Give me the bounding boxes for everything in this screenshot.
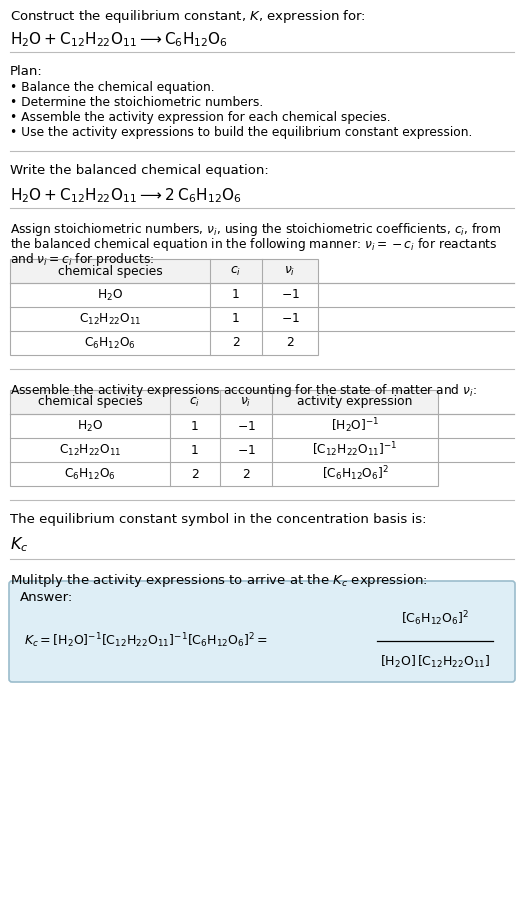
FancyBboxPatch shape [9,581,515,682]
Text: $\mathrm{H_2O + C_{12}H_{22}O_{11} \longrightarrow 2\;C_6H_{12}O_6}$: $\mathrm{H_2O + C_{12}H_{22}O_{11} \long… [10,186,242,205]
Text: • Assemble the activity expression for each chemical species.: • Assemble the activity expression for e… [10,111,390,124]
Text: Mulitply the activity expressions to arrive at the $K_c$ expression:: Mulitply the activity expressions to arr… [10,572,428,589]
Text: 2: 2 [286,336,294,350]
Text: $\mathrm{H_2O}$: $\mathrm{H_2O}$ [97,287,123,303]
Text: $[\mathrm{H_2O}]\,[\mathrm{C_{12}H_{22}O_{11}}]$: $[\mathrm{H_2O}]\,[\mathrm{C_{12}H_{22}O… [380,654,490,670]
Text: Answer:: Answer: [20,591,73,604]
Text: 2: 2 [232,336,240,350]
Bar [10,259,318,283]
Bar [10,390,438,414]
Text: the balanced chemical equation in the following manner: $\nu_i = -c_i$ for react: the balanced chemical equation in the fo… [10,236,498,253]
Text: Write the balanced chemical equation:: Write the balanced chemical equation: [10,164,269,177]
Bar [10,390,438,486]
Text: Assemble the activity expressions accounting for the state of matter and $\nu_i$: Assemble the activity expressions accoun… [10,382,477,399]
Text: 2: 2 [191,468,199,480]
Text: 1: 1 [232,313,240,325]
Text: • Use the activity expressions to build the equilibrium constant expression.: • Use the activity expressions to build … [10,126,472,139]
Text: • Determine the stoichiometric numbers.: • Determine the stoichiometric numbers. [10,96,263,109]
Text: and $\nu_i = c_i$ for products:: and $\nu_i = c_i$ for products: [10,251,154,268]
Text: $[\mathrm{C_6H_{12}O_6}]^2$: $[\mathrm{C_6H_{12}O_6}]^2$ [322,465,388,483]
Text: $c_i$: $c_i$ [190,396,201,408]
Text: $[\mathrm{C_6H_{12}O_6}]^2$: $[\mathrm{C_6H_{12}O_6}]^2$ [401,609,469,628]
Text: chemical species: chemical species [38,396,143,408]
Text: $K_c$: $K_c$ [10,535,28,554]
Text: $c_i$: $c_i$ [231,265,242,278]
Text: • Balance the chemical equation.: • Balance the chemical equation. [10,81,215,94]
Text: The equilibrium constant symbol in the concentration basis is:: The equilibrium constant symbol in the c… [10,513,427,526]
Text: $\mathrm{C_6H_{12}O_6}$: $\mathrm{C_6H_{12}O_6}$ [64,467,116,481]
Text: $[\mathrm{H_2O}]^{-1}$: $[\mathrm{H_2O}]^{-1}$ [331,416,379,435]
Text: chemical species: chemical species [58,265,162,278]
Text: $\mathrm{H_2O + C_{12}H_{22}O_{11} \longrightarrow C_6H_{12}O_6}$: $\mathrm{H_2O + C_{12}H_{22}O_{11} \long… [10,30,228,49]
Text: 1: 1 [191,420,199,432]
Text: Plan:: Plan: [10,65,43,78]
Text: $-1$: $-1$ [280,313,299,325]
Text: 2: 2 [242,468,250,480]
Text: $\nu_i$: $\nu_i$ [241,396,252,408]
Text: 1: 1 [191,443,199,457]
Text: $\mathrm{C_6H_{12}O_6}$: $\mathrm{C_6H_{12}O_6}$ [84,335,136,350]
Text: $\nu_i$: $\nu_i$ [285,265,296,278]
Text: $\mathrm{C_{12}H_{22}O_{11}}$: $\mathrm{C_{12}H_{22}O_{11}}$ [79,312,141,326]
Text: activity expression: activity expression [297,396,413,408]
Text: Assign stoichiometric numbers, $\nu_i$, using the stoichiometric coefficients, $: Assign stoichiometric numbers, $\nu_i$, … [10,221,501,238]
Text: $-1$: $-1$ [236,420,255,432]
Text: Construct the equilibrium constant, $K$, expression for:: Construct the equilibrium constant, $K$,… [10,8,366,25]
Text: $K_c = [\mathrm{H_2O}]^{-1}[\mathrm{C_{12}H_{22}O_{11}}]^{-1}[\mathrm{C_6H_{12}O: $K_c = [\mathrm{H_2O}]^{-1}[\mathrm{C_{1… [24,632,268,651]
Text: $\mathrm{H_2O}$: $\mathrm{H_2O}$ [77,418,103,433]
Text: $[\mathrm{C_{12}H_{22}O_{11}}]^{-1}$: $[\mathrm{C_{12}H_{22}O_{11}}]^{-1}$ [312,441,398,460]
Text: $-1$: $-1$ [280,288,299,302]
Text: $-1$: $-1$ [236,443,255,457]
Text: 1: 1 [232,288,240,302]
Bar [10,259,318,355]
Text: $\mathrm{C_{12}H_{22}O_{11}}$: $\mathrm{C_{12}H_{22}O_{11}}$ [59,442,121,458]
